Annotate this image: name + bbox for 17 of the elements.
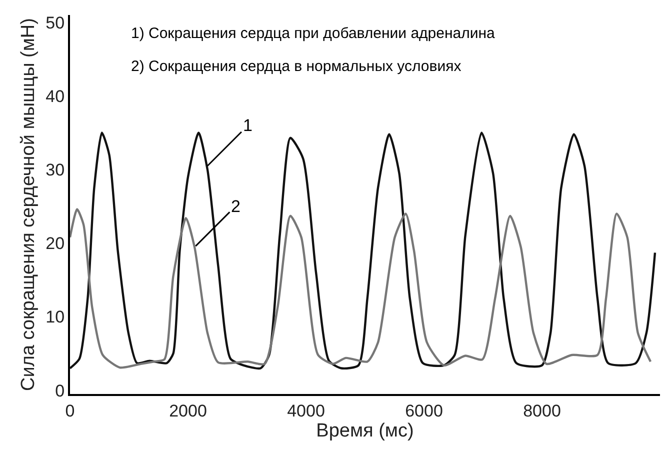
- x-tick-label: 4000: [287, 401, 325, 420]
- x-axis-title: Время (мс): [316, 420, 414, 442]
- x-tick-label: 2000: [169, 401, 207, 420]
- annotation: 1) Сокращения сердца при добавлении адреналина: [131, 25, 496, 42]
- y-tick-label: 20: [46, 234, 65, 254]
- y-tick-label: 40: [46, 86, 65, 106]
- annotation: 2: [231, 197, 240, 216]
- y-tick-label: 10: [46, 308, 65, 327]
- x-tick-label: 8000: [523, 401, 561, 420]
- annotation: 2) Сокращения сердца в нормальных условиях: [131, 58, 462, 75]
- y-tick-label: 30: [46, 160, 65, 180]
- annotation: 1: [243, 116, 252, 135]
- x-tick-label: 6000: [405, 401, 443, 420]
- y-axis-title: Сила сокращения сердечной мышцы (мН): [18, 18, 40, 391]
- y-tick-label: 0: [55, 381, 65, 400]
- line-series: [70, 132, 656, 370]
- y-tick-label: 50: [46, 13, 65, 32]
